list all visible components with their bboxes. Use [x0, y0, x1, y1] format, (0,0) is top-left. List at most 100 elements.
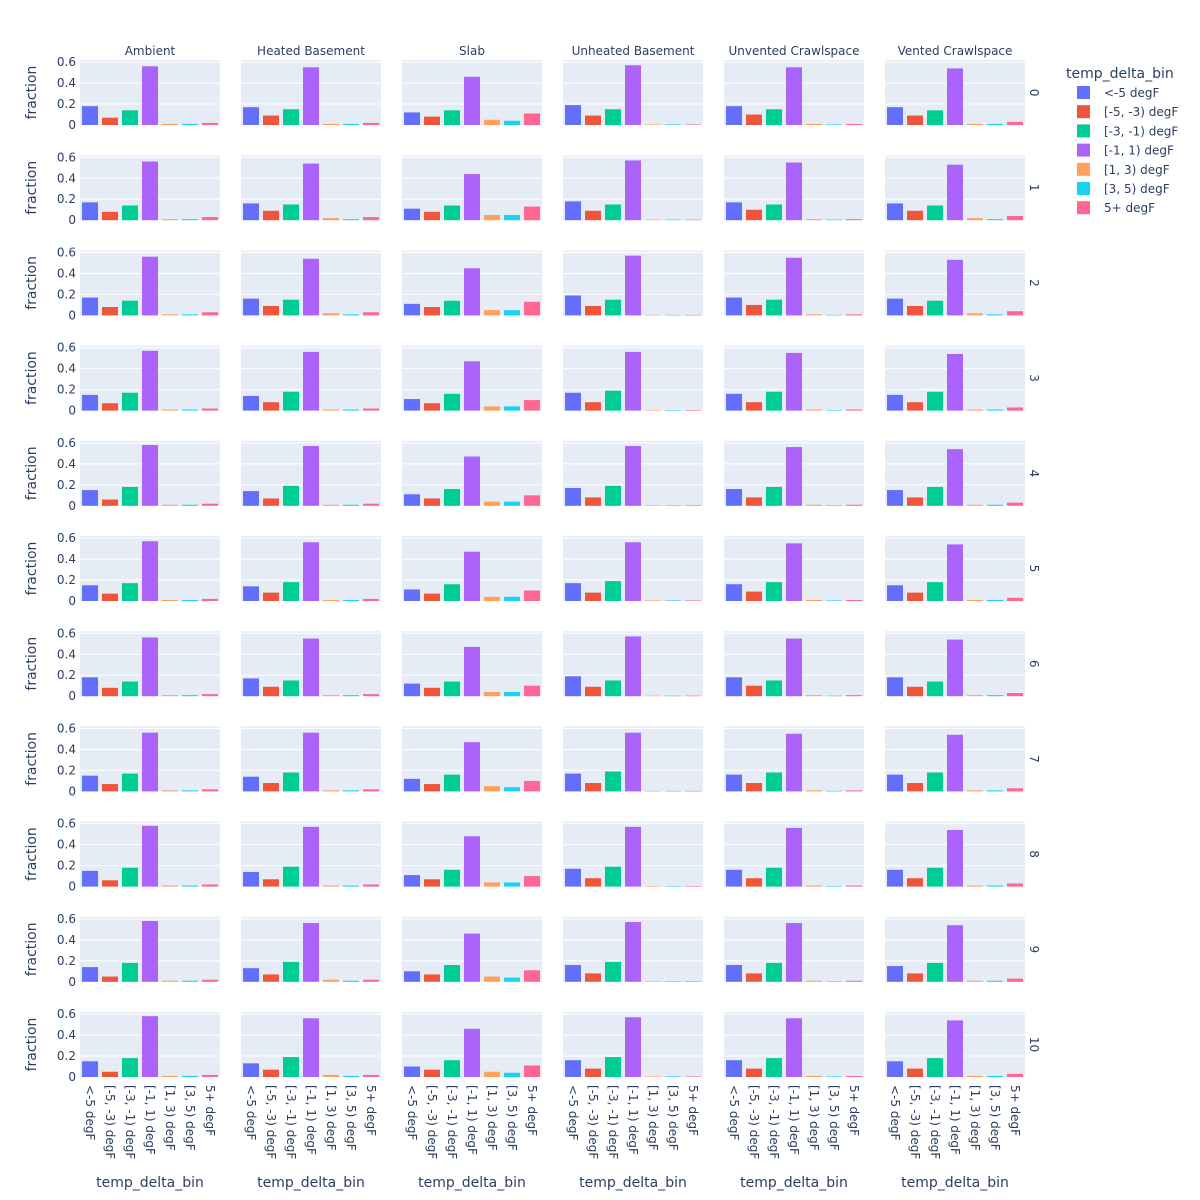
bar — [82, 775, 98, 792]
bar — [565, 583, 581, 601]
bar — [82, 297, 98, 316]
bar — [524, 1065, 540, 1077]
facet-panel — [724, 726, 864, 792]
facet-panel — [241, 726, 381, 792]
bar — [625, 826, 641, 887]
bar — [263, 974, 279, 982]
facet-panel — [80, 631, 220, 697]
bar — [947, 734, 963, 792]
facet-panel — [563, 440, 703, 506]
x-tick-label: [-5, -3) degF — [425, 1085, 439, 1159]
bar — [987, 885, 1003, 887]
bar — [424, 498, 440, 506]
bar — [404, 778, 420, 792]
bar — [665, 886, 681, 887]
bar — [162, 790, 178, 792]
bar — [987, 790, 1003, 792]
bar — [343, 123, 359, 125]
bar — [1007, 407, 1023, 411]
bar — [404, 494, 420, 506]
bar — [283, 961, 299, 982]
y-tick-label: 0.4 — [57, 457, 76, 471]
bar — [82, 677, 98, 697]
bar — [122, 110, 138, 125]
bar — [82, 967, 98, 982]
bar — [726, 774, 742, 792]
bar — [363, 789, 379, 792]
bar — [645, 790, 661, 792]
y-axis-title: fraction — [24, 446, 40, 500]
bar — [142, 1016, 158, 1077]
bar — [726, 106, 742, 125]
bar — [625, 255, 641, 316]
bar — [82, 394, 98, 411]
bar — [947, 829, 963, 887]
legend-label: [3, 5) degF — [1104, 182, 1170, 196]
bar — [243, 776, 259, 792]
y-tick-label: 0.6 — [57, 912, 76, 926]
bar — [1007, 978, 1023, 982]
bar — [887, 1061, 903, 1077]
bar — [363, 503, 379, 506]
bar — [182, 219, 198, 221]
bar — [343, 314, 359, 316]
bar — [263, 1069, 279, 1077]
bar — [162, 599, 178, 601]
facet-panel — [563, 250, 703, 316]
bar — [122, 583, 138, 601]
facet-panel — [80, 916, 220, 982]
y-tick-label: 0.6 — [57, 436, 76, 450]
legend-swatch — [1077, 124, 1090, 138]
x-tick-label: [-3, -1) degF — [445, 1085, 459, 1159]
facet-panel — [885, 155, 1025, 221]
x-tick-label: [-5, -3) degF — [908, 1085, 922, 1159]
bar — [424, 593, 440, 601]
bar — [565, 105, 581, 125]
bar — [645, 505, 661, 506]
bar — [162, 123, 178, 125]
bar — [162, 504, 178, 506]
bar — [987, 980, 1003, 982]
legend-label: <-5 degF — [1104, 86, 1159, 100]
bar — [182, 314, 198, 316]
y-tick-label: 0.6 — [57, 55, 76, 69]
bar — [887, 774, 903, 792]
x-tick-label: [-3, -1) degF — [123, 1085, 137, 1159]
bar — [122, 962, 138, 982]
bar — [565, 295, 581, 316]
y-tick-label: 0.2 — [57, 763, 76, 777]
bar — [585, 783, 601, 792]
bar — [142, 256, 158, 316]
bar — [585, 878, 601, 887]
bar — [987, 695, 1003, 697]
bar — [826, 1076, 842, 1077]
bar — [243, 871, 259, 887]
bar — [585, 1068, 601, 1077]
y-tick-label: 0.6 — [57, 150, 76, 164]
y-tick-label: 0.6 — [57, 817, 76, 831]
bar — [444, 393, 460, 411]
x-tick-label: [-1, 1) degF — [948, 1085, 962, 1155]
bar — [927, 962, 943, 982]
bar — [967, 695, 983, 697]
facet-row-title: 7 — [1027, 755, 1041, 763]
facet-column-title: Heated Basement — [257, 44, 365, 58]
bar — [826, 600, 842, 601]
facet-panel — [241, 536, 381, 601]
legend-title: temp_delta_bin — [1066, 66, 1174, 82]
facet-panel — [80, 250, 220, 316]
bar — [243, 586, 259, 601]
bar — [625, 732, 641, 792]
facet-panel — [241, 631, 381, 697]
bar — [625, 160, 641, 221]
bar — [202, 884, 218, 887]
facet-panel — [563, 916, 703, 982]
x-axis-title: temp_delta_bin — [257, 1175, 365, 1191]
y-tick-label: 0.4 — [57, 742, 76, 756]
bar — [363, 312, 379, 316]
legend-item: [-1, 1) degF — [1077, 143, 1174, 158]
bar — [162, 695, 178, 697]
bar — [726, 393, 742, 411]
y-tick-label: 0.4 — [57, 647, 76, 661]
bar — [947, 925, 963, 982]
